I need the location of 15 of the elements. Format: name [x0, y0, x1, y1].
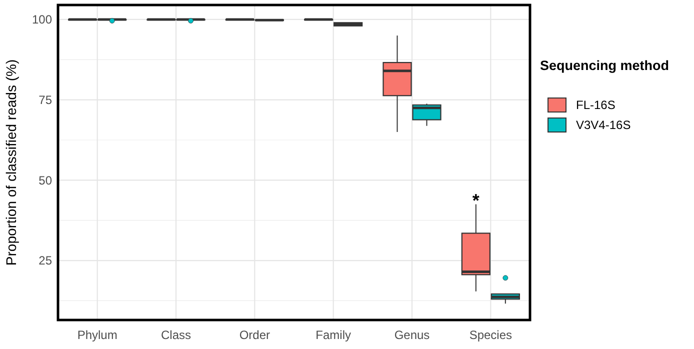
legend-label: FL-16S: [576, 98, 616, 112]
x-tick-label: Species: [469, 328, 512, 342]
x-tick-label: Class: [160, 328, 192, 342]
x-tick-label: Genus: [394, 328, 430, 342]
y-tick-label: 25: [38, 254, 52, 268]
x-tick-label: Order: [239, 328, 270, 342]
y-axis-title: Proportion of classified reads (%): [3, 59, 19, 266]
x-tick-label: Phylum: [77, 328, 118, 342]
y-tick-label: 50: [38, 173, 52, 188]
x-tick-label: Family: [316, 328, 352, 342]
y-tick-label: 100: [32, 12, 52, 27]
y-tick-label: 75: [38, 93, 52, 108]
annotation: *: [472, 190, 480, 210]
legend-label: V3V4-16S: [576, 118, 631, 132]
legend-title: Sequencing method: [540, 58, 670, 73]
